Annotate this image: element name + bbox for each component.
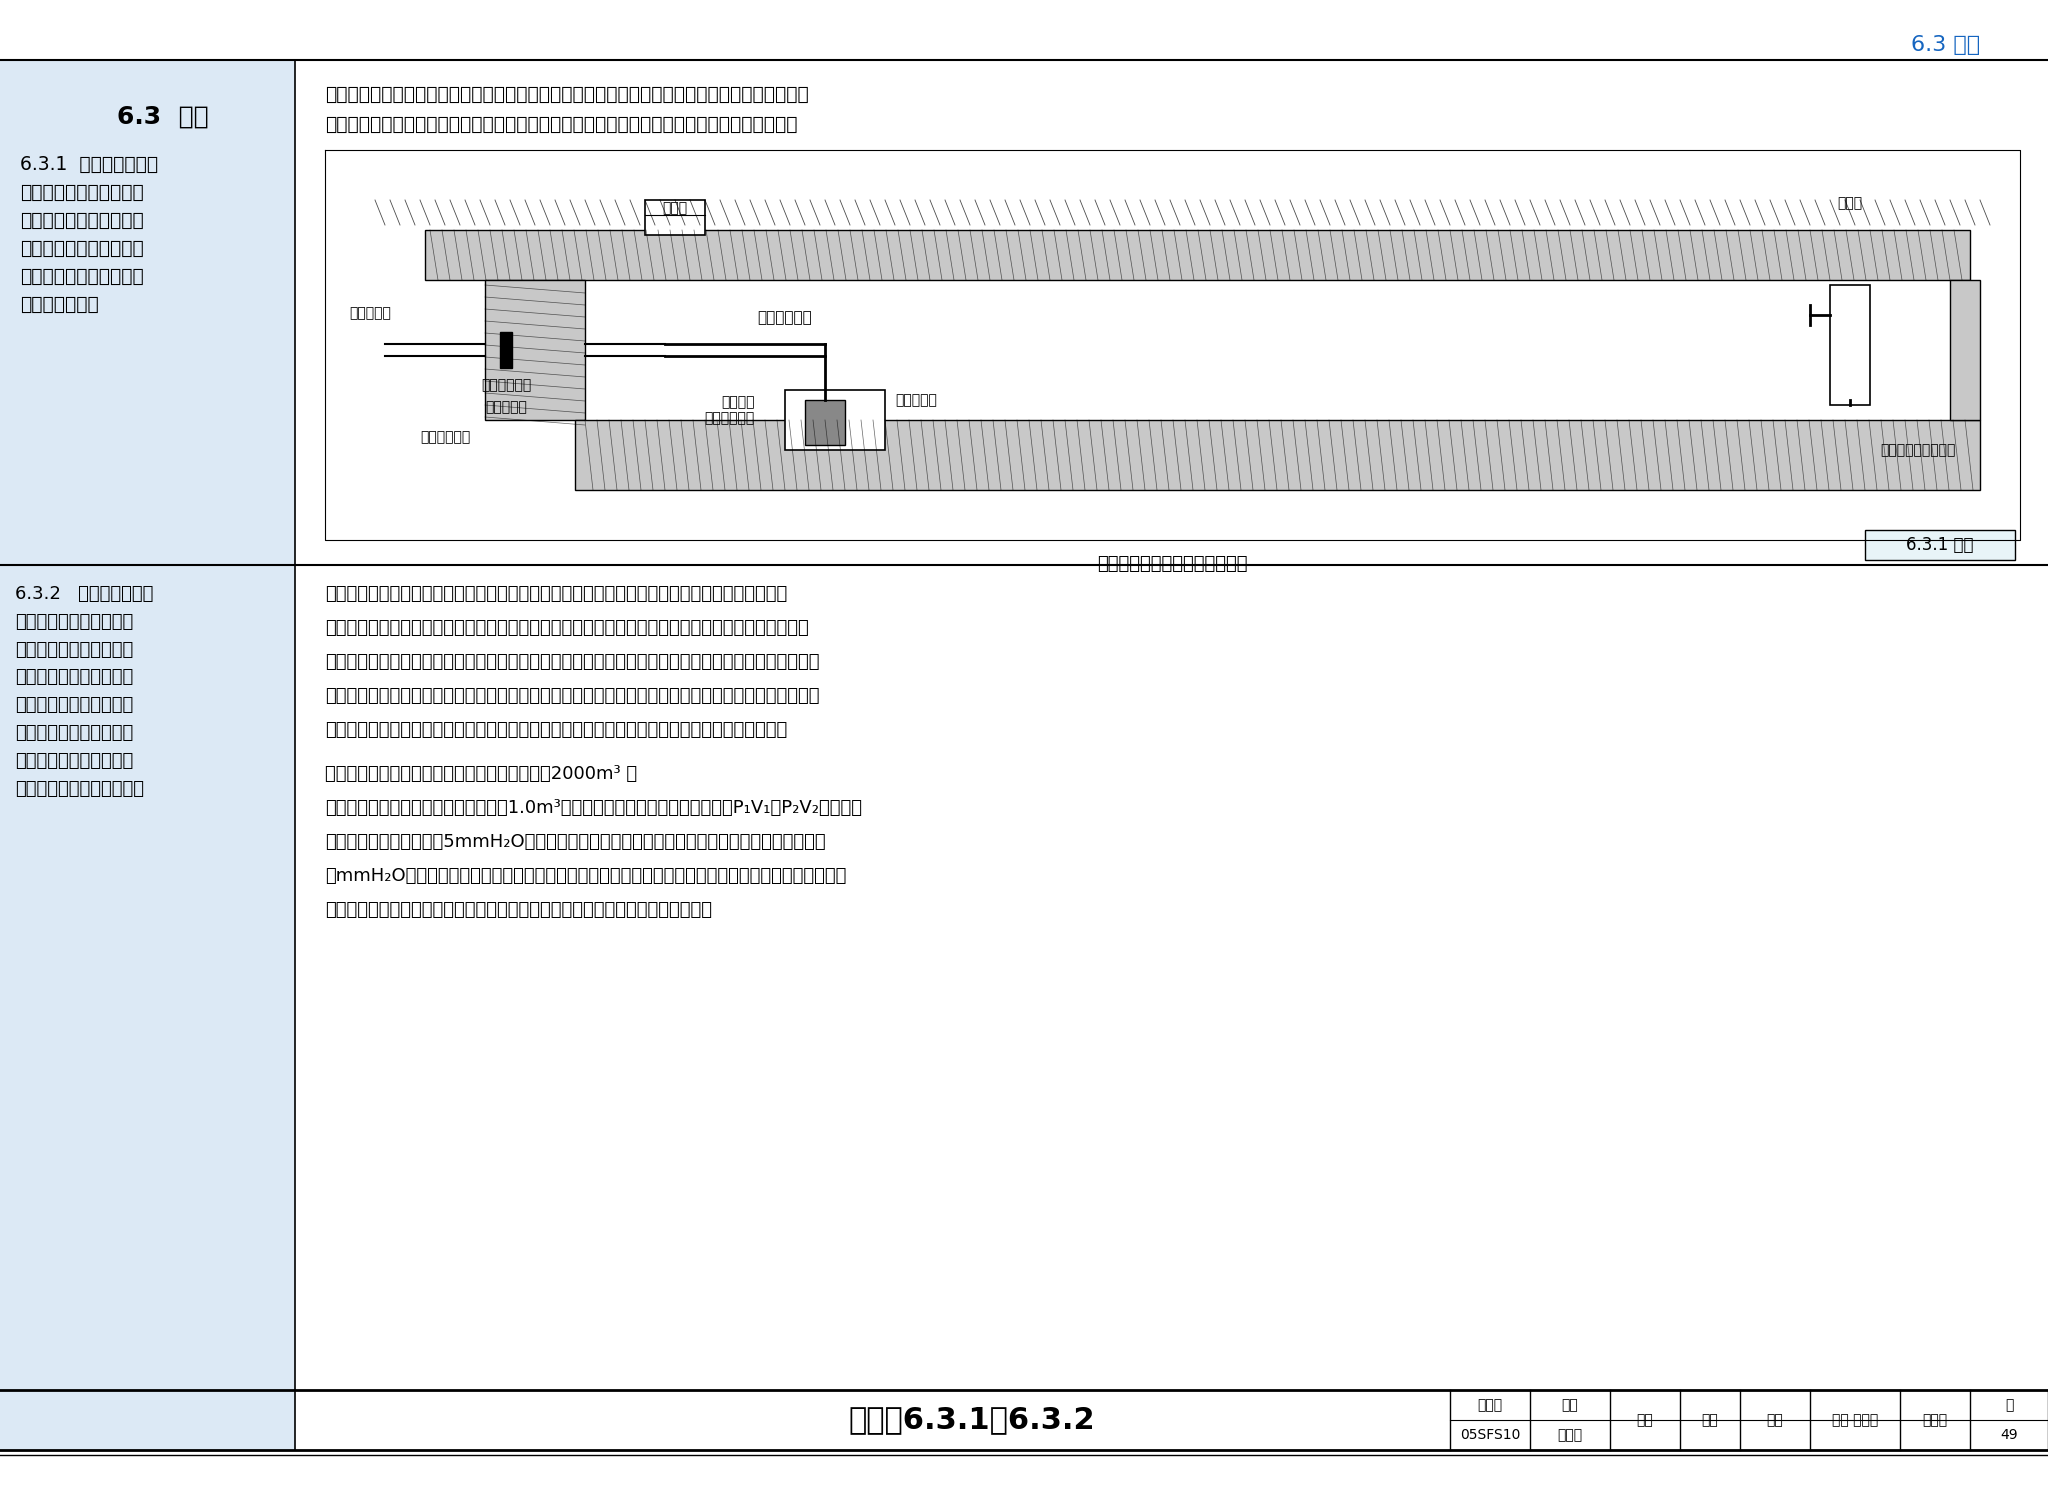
Text: 杨腊梅: 杨腊梅 [1556, 1428, 1583, 1443]
Text: 6.3  排水: 6.3 排水 [117, 105, 209, 129]
Text: 完勇: 完勇 [1702, 1413, 1718, 1428]
Polygon shape [0, 60, 295, 565]
Text: 为防止雨水倒灌等事故的发生，防空地下室宜采用机械排水。战时的排水泵被列入二级供电负荷，: 为防止雨水倒灌等事故的发生，防空地下室宜采用机械排水。战时的排水泵被列入二级供电… [326, 85, 809, 105]
Text: 手摇泵、移动式污水泵安装图示: 手摇泵、移动式污水泵安装图示 [1098, 555, 1247, 573]
Text: 在隔绝防护期间，为防止核生化战剂通过人防围护结构可能存在的各种缝隙渗入防空地下室内，需: 在隔绝防护期间，为防止核生化战剂通过人防围护结构可能存在的各种缝隙渗入防空地下室… [326, 585, 786, 602]
Text: 临战时打开: 临战时打开 [485, 401, 526, 414]
Polygon shape [500, 332, 512, 368]
Bar [1831, 286, 1870, 405]
Text: 下室清洁区设自备内水源，或防空地下室由人防区域水源供水，在隔绝防护时间内能连续均匀地向清洁区: 下室清洁区设自备内水源，或防空地下室由人防区域水源供水，在隔绝防护时间内能连续均… [326, 688, 819, 706]
Text: 检查井: 检查井 [662, 200, 688, 215]
Bar [0, 1390, 295, 1450]
Text: 战时排水口: 战时排水口 [348, 306, 391, 320]
Polygon shape [485, 280, 586, 420]
Text: 6.3 排水: 6.3 排水 [1911, 34, 1980, 55]
Bar [805, 401, 846, 446]
Text: 防空地下室内: 防空地下室内 [758, 309, 813, 324]
Bar [1866, 531, 2015, 561]
Polygon shape [1950, 280, 1980, 420]
Text: 供水，在保证均匀排水量小于进水量的条件下，可向外排水，这时不会因排水而影响工程的超压。: 供水，在保证均匀排水量小于进水量的条件下，可向外排水，这时不会因排水而影响工程的… [326, 721, 786, 739]
Bar [784, 390, 885, 450]
Polygon shape [0, 565, 295, 1390]
Text: 地下室内空气压力约降低5mmH₂O。通过超压排风等措施能保证的防空地下室内部超压一般只有几: 地下室内空气压力约降低5mmH₂O。通过超压排风等措施能保证的防空地下室内部超压… [326, 833, 825, 851]
Polygon shape [575, 420, 1980, 490]
Text: 手摇泵: 手摇泵 [1837, 196, 1862, 209]
Text: 签名: 签名 [1767, 1413, 1784, 1428]
Text: 平时法兰封堵: 平时法兰封堵 [481, 378, 530, 392]
Text: 页: 页 [2005, 1398, 2013, 1411]
Text: 校对: 校对 [1636, 1413, 1653, 1428]
Text: 6.3.1  防空地下室的污
废水宜采用机械排出。战
时电源无保证的防空地下
室，在战时需设电动排水
泵时，应设有备用的人力
机械排水设施。: 6.3.1 防空地下室的污 废水宜采用机械排出。战 时电源无保证的防空地下 室，… [20, 155, 158, 314]
Text: 临战安装
移动式潜污泵: 临战安装 移动式潜污泵 [705, 395, 756, 425]
Text: 污水集水坑: 污水集水坑 [895, 393, 936, 407]
Text: 49: 49 [2001, 1428, 2017, 1443]
Text: 示例：某防空地下室，其清洁区内部空间容积为2000m³ 污: 示例：某防空地下室，其清洁区内部空间容积为2000m³ 污 [326, 765, 637, 783]
Text: 力减小，不利于维持正压。甚至形成负压，使毒剂渗入。故隔绝防护时间内，不允许向外排水。如防空地: 力减小，不利于维持正压。甚至形成负压，使毒剂渗入。故隔绝防护时间内，不允许向外排… [326, 653, 819, 671]
Polygon shape [426, 230, 1970, 280]
Text: 6.3.1 图示: 6.3.1 图示 [1907, 537, 1974, 555]
Text: 设计 丁志域: 设计 丁志域 [1831, 1413, 1878, 1428]
Text: 防空地下室外: 防空地下室外 [420, 431, 471, 444]
Text: 水。防空地下室清洁区内空气容积增加1.0m³，根据等温条件下理想气体状态方程P₁V₁＝P₂V₂，则防空: 水。防空地下室清洁区内空气容积增加1.0m³，根据等温条件下理想气体状态方程P₁… [326, 798, 862, 816]
Text: 个mmH₂O。如果在隔绝防护时间内向外排水，会影响工程的气压值，从而影响防空地下室的防毒安全。: 个mmH₂O。如果在隔绝防护时间内向外排水，会影响工程的气压值，从而影响防空地下… [326, 867, 846, 885]
Text: 审核: 审核 [1563, 1398, 1579, 1411]
Text: 排水－6.3.1、6.3.2: 排水－6.3.1、6.3.2 [848, 1405, 1096, 1435]
Text: 05SFS10: 05SFS10 [1460, 1428, 1520, 1443]
Text: 图集号: 图集号 [1477, 1398, 1503, 1411]
Text: 防空地下室内排水管: 防空地下室内排水管 [1880, 443, 1956, 457]
Text: 了志域: 了志域 [1923, 1413, 1948, 1428]
Text: 6.3.2   一般防空地下室
应设有在隔绝防护时间内
不向外部排水的措施。对
于在隔绝防护时间内能连
续均匀地向室内进水的防
空地下室，方可连续向室
外排水，: 6.3.2 一般防空地下室 应设有在隔绝防护时间内 不向外部排水的措施。对 于在… [14, 585, 154, 798]
Text: 所以在隔绝防护时间内不允许向外部排水，该阶段所产生的污水存入污水集水坑。: 所以在隔绝防护时间内不允许向外部排水，该阶段所产生的污水存入污水集水坑。 [326, 901, 713, 919]
Bar [645, 200, 705, 235]
Text: 要保证防空地下室对室外有一定的正压差。如果此时向外排水，会使防空地下室内部空间增大，空气压: 要保证防空地下室对室外有一定的正压差。如果此时向外排水，会使防空地下室内部空间增… [326, 619, 809, 637]
Text: 如防空地下室设有自备电站或有人防区域电站，其战时的供电是有保障的，可不设排水手摇泵。: 如防空地下室设有自备电站或有人防区域电站，其战时的供电是有保障的，可不设排水手摇… [326, 115, 797, 135]
